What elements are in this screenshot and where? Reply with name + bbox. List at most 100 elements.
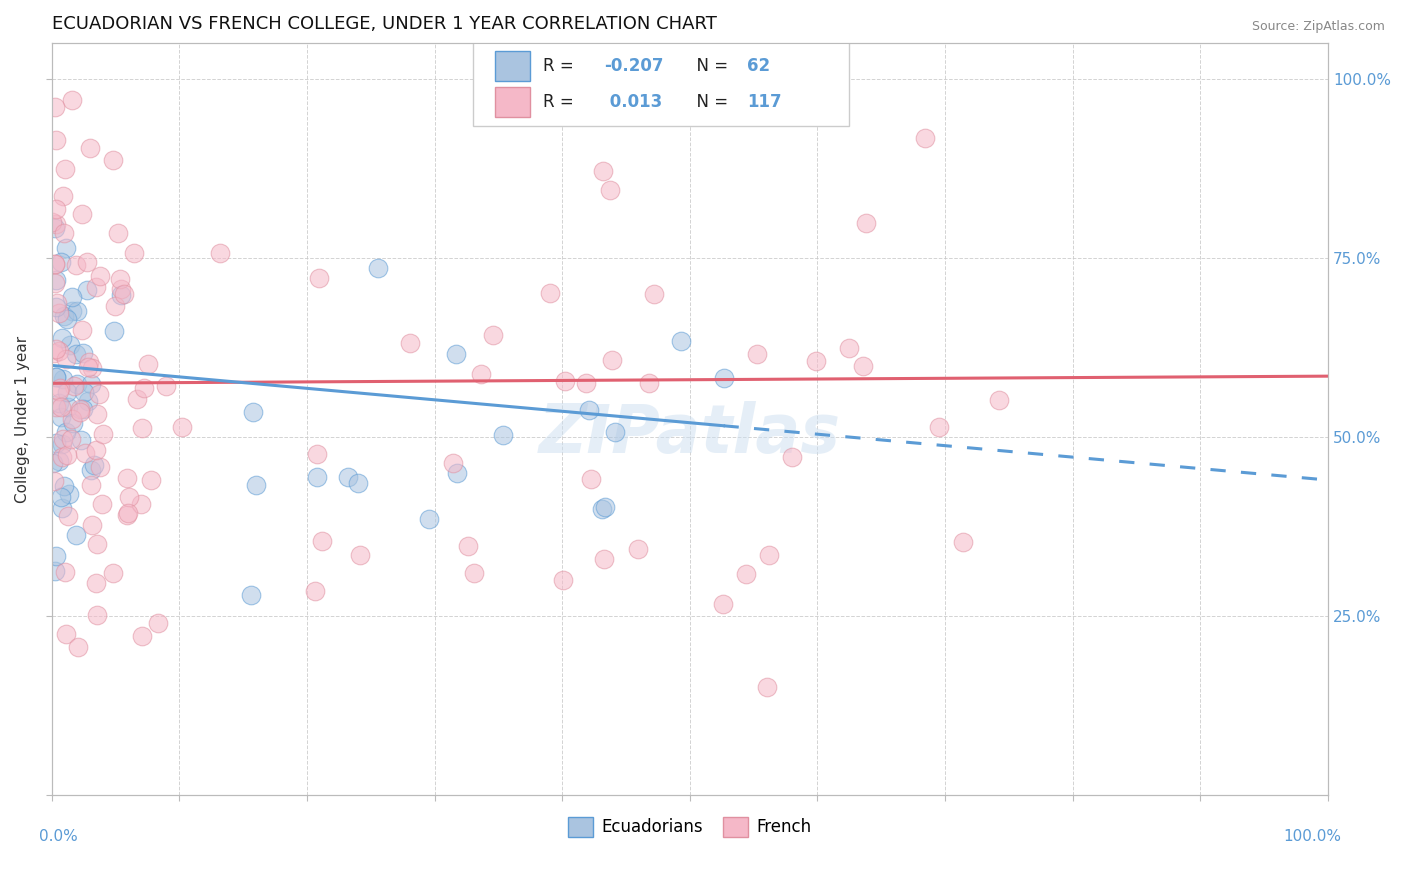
Point xyxy=(70,323,93,337)
Point xyxy=(55,351,77,366)
Point xyxy=(398,336,420,351)
Point xyxy=(70,207,93,221)
Point xyxy=(48,396,70,410)
Point xyxy=(139,473,162,487)
Point xyxy=(60,412,83,426)
Point xyxy=(127,392,149,406)
Point xyxy=(988,393,1011,408)
Point xyxy=(305,469,328,483)
Point xyxy=(446,467,468,481)
Point xyxy=(734,566,756,581)
Point xyxy=(110,282,132,296)
Point xyxy=(48,381,70,395)
Point xyxy=(593,552,616,566)
Point xyxy=(51,450,73,464)
Point xyxy=(83,458,105,472)
Point xyxy=(671,334,693,348)
Point xyxy=(952,534,974,549)
Legend: Ecuadorians, French: Ecuadorians, French xyxy=(561,810,818,844)
Point xyxy=(44,564,66,578)
Point xyxy=(84,576,107,591)
Point xyxy=(591,502,613,516)
Point xyxy=(308,271,330,285)
Point xyxy=(104,299,127,313)
Point xyxy=(838,341,860,355)
Point xyxy=(65,528,87,542)
Point xyxy=(107,226,129,240)
Text: 100.0%: 100.0% xyxy=(1282,830,1341,844)
Point xyxy=(45,370,67,384)
Point xyxy=(242,405,264,419)
Point xyxy=(852,359,875,373)
Point xyxy=(367,260,389,275)
Point xyxy=(599,183,621,197)
Point xyxy=(643,287,665,301)
Point xyxy=(65,346,87,360)
Point xyxy=(132,381,155,395)
Point xyxy=(117,506,139,520)
Point xyxy=(48,306,70,320)
Text: 0.013: 0.013 xyxy=(605,93,662,111)
Point xyxy=(101,566,124,581)
Point xyxy=(48,384,70,398)
Point xyxy=(52,227,75,241)
Point xyxy=(53,565,76,579)
Point xyxy=(82,360,104,375)
Point xyxy=(170,420,193,434)
Point xyxy=(51,437,73,451)
Point xyxy=(86,407,108,421)
Point xyxy=(70,433,93,447)
Point xyxy=(304,583,326,598)
Point xyxy=(53,479,76,493)
Point xyxy=(93,426,115,441)
Point xyxy=(45,370,67,384)
Point xyxy=(56,509,79,524)
Point xyxy=(51,500,73,515)
Text: 0.0%: 0.0% xyxy=(39,830,77,844)
Point xyxy=(103,324,125,338)
Point xyxy=(80,478,103,492)
Point xyxy=(42,456,65,470)
Point xyxy=(914,131,936,145)
Point xyxy=(492,428,515,442)
Point xyxy=(470,368,492,382)
Point xyxy=(91,497,114,511)
Point xyxy=(581,472,603,486)
Point xyxy=(129,497,152,511)
Point xyxy=(51,331,73,345)
Point xyxy=(56,385,79,400)
Point xyxy=(56,448,79,462)
FancyBboxPatch shape xyxy=(495,51,530,81)
Point xyxy=(53,161,76,176)
Point xyxy=(804,354,827,368)
Point xyxy=(553,574,575,588)
Point xyxy=(76,360,98,375)
Point xyxy=(52,309,75,323)
Point xyxy=(89,387,111,401)
Point xyxy=(45,132,67,146)
Point xyxy=(77,355,100,369)
Point xyxy=(72,345,94,359)
Point xyxy=(48,454,70,468)
Point xyxy=(69,402,91,417)
Point xyxy=(89,460,111,475)
Point xyxy=(747,347,769,361)
Point xyxy=(60,93,83,107)
Point xyxy=(575,376,598,390)
Point xyxy=(593,500,616,514)
Point xyxy=(44,257,66,271)
Point xyxy=(41,215,63,229)
Point xyxy=(55,425,77,440)
Point xyxy=(67,640,90,654)
Point xyxy=(73,385,96,400)
Point xyxy=(58,487,80,501)
Point xyxy=(86,537,108,551)
Point xyxy=(637,376,659,390)
Point xyxy=(418,511,440,525)
Point xyxy=(311,534,333,549)
Point xyxy=(115,508,138,522)
Point xyxy=(56,312,79,326)
Point xyxy=(86,608,108,623)
Point xyxy=(45,343,67,357)
Point xyxy=(44,220,66,235)
